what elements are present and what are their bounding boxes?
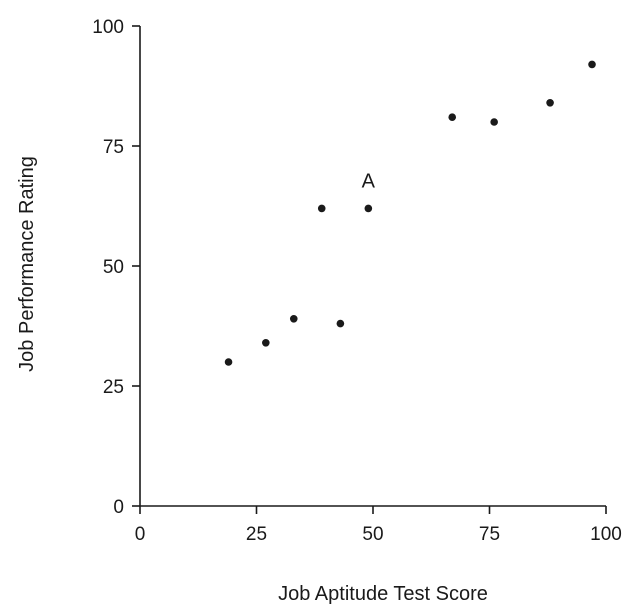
x-axis-title: Job Aptitude Test Score	[278, 583, 488, 605]
axes	[139, 26, 606, 507]
x-tick-label-75: 75	[479, 524, 500, 545]
data-point-7	[448, 113, 457, 121]
y-axis-title: Job Performance Rating	[16, 156, 38, 372]
x-tick-label-25: 25	[246, 524, 267, 545]
annotation-label-a: A	[362, 170, 376, 192]
data-point-4	[317, 204, 326, 213]
annotations: A	[362, 170, 376, 192]
data-point-1	[224, 358, 233, 366]
y-tick-label-0: 0	[113, 497, 124, 518]
data-point-6	[364, 204, 373, 213]
data-point-3	[289, 315, 298, 323]
y-tick-label-25: 25	[103, 377, 124, 398]
y-axis-ticks: 0 25 50 75 100	[92, 17, 140, 518]
y-tick-label-50: 50	[103, 257, 124, 278]
x-axis-ticks: 0 25 50 75 100	[135, 506, 622, 545]
data-point-9	[546, 99, 554, 107]
data-point-8	[490, 118, 498, 126]
x-tick-label-0: 0	[135, 524, 146, 545]
x-tick-label-50: 50	[362, 524, 383, 545]
y-tick-label-100: 100	[92, 17, 124, 38]
data-points	[224, 60, 596, 366]
data-point-2	[262, 339, 270, 347]
x-tick-label-100: 100	[590, 524, 622, 545]
data-point-5	[336, 319, 345, 328]
data-point-10	[588, 60, 596, 69]
y-tick-label-75: 75	[103, 137, 124, 158]
